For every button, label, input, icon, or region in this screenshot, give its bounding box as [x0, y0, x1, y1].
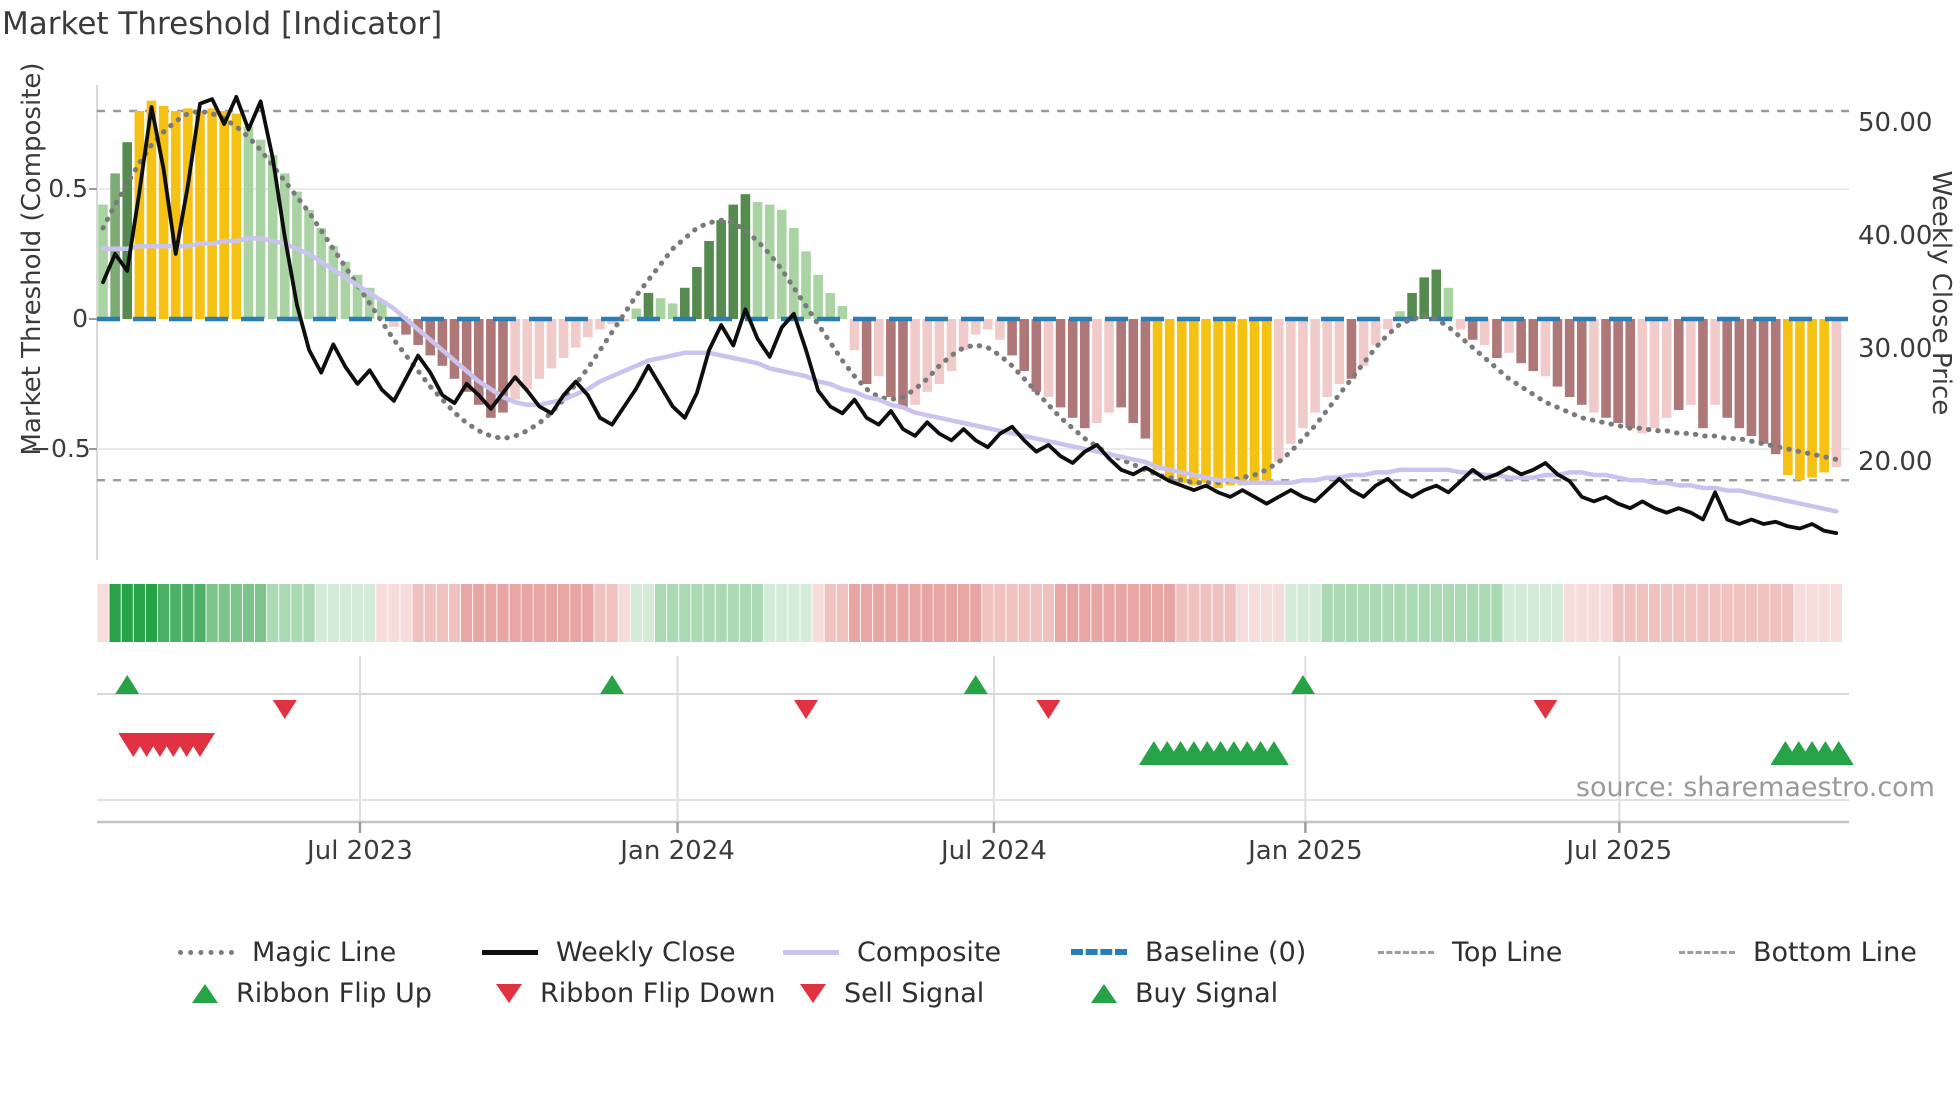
top-line-swatch-icon	[1378, 950, 1434, 954]
y-axis-left-tick: 0	[72, 304, 88, 333]
x-axis-tick: Jan 2024	[620, 836, 735, 866]
legend-item-top-line: Top Line	[1378, 934, 1562, 970]
weekly-close-swatch-icon	[482, 949, 538, 955]
legend-label: Top Line	[1452, 936, 1563, 968]
legend-label: Baseline (0)	[1145, 936, 1307, 968]
magic-line	[100, 108, 1839, 486]
legend-label: Bottom Line	[1753, 936, 1917, 968]
legend-label: Composite	[857, 936, 1002, 968]
chart-title: Market Threshold [Indicator]	[2, 6, 443, 42]
ribbon-strip	[97, 584, 1842, 642]
y-axis-left-tick: −0.5	[30, 434, 91, 463]
signal-markers	[115, 675, 1854, 765]
legend-item-baseline: Baseline (0)	[1071, 934, 1306, 970]
legend-item-ribbon-flip-up: Ribbon Flip Up	[192, 975, 432, 1011]
legend-item-magic-line: Magic Line	[178, 934, 396, 970]
legend-item-buy-signal: Buy Signal	[1091, 975, 1278, 1011]
magic-line-swatch-icon	[178, 949, 234, 955]
legend-item-weekly-close: Weekly Close	[482, 934, 736, 970]
legend-label: Buy Signal	[1135, 977, 1279, 1009]
x-axis-tick: Jul 2023	[307, 836, 413, 866]
composite-swatch-icon	[783, 949, 839, 955]
legend-item-composite: Composite	[783, 934, 1001, 970]
flip-up-triangle-icon	[192, 983, 218, 1003]
composite-line	[100, 236, 1839, 514]
legend-label: Weekly Close	[556, 936, 736, 968]
threshold-bars	[98, 100, 1842, 488]
legend-item-bottom-line: Bottom Line	[1679, 934, 1917, 970]
legend-item-sell-signal: Sell Signal	[800, 975, 984, 1011]
flip-down-triangle-icon	[496, 983, 522, 1003]
y-axis-right-tick: 40.00	[1858, 221, 1933, 251]
legend-label: Sell Signal	[844, 977, 985, 1009]
y-axis-left-tick: 0.5	[48, 174, 88, 203]
legend-label: Ribbon Flip Down	[540, 977, 776, 1009]
baseline-swatch-icon	[1071, 949, 1127, 955]
y-axis-right-tick: 30.00	[1858, 334, 1933, 364]
top-bottom-lines	[97, 109, 1849, 482]
y-axis-right-tick: 50.00	[1858, 108, 1933, 138]
sell-triangle-icon	[800, 983, 826, 1003]
legend-label: Magic Line	[252, 936, 397, 968]
bottom-line-swatch-icon	[1679, 950, 1735, 954]
buy-triangle-icon	[1091, 983, 1117, 1003]
source-credit: source: sharemaestro.com	[1575, 772, 1935, 803]
legend-item-ribbon-flip-down: Ribbon Flip Down	[496, 975, 776, 1011]
weekly-close-line	[101, 95, 1839, 535]
gridlines	[89, 85, 1849, 833]
x-axis-tick: Jul 2024	[940, 836, 1047, 866]
legend-label: Ribbon Flip Up	[236, 977, 432, 1009]
x-axis-tick: Jan 2025	[1248, 836, 1363, 866]
x-axis-tick: Jul 2025	[1566, 836, 1673, 866]
y-axis-right-tick: 20.00	[1858, 447, 1933, 477]
